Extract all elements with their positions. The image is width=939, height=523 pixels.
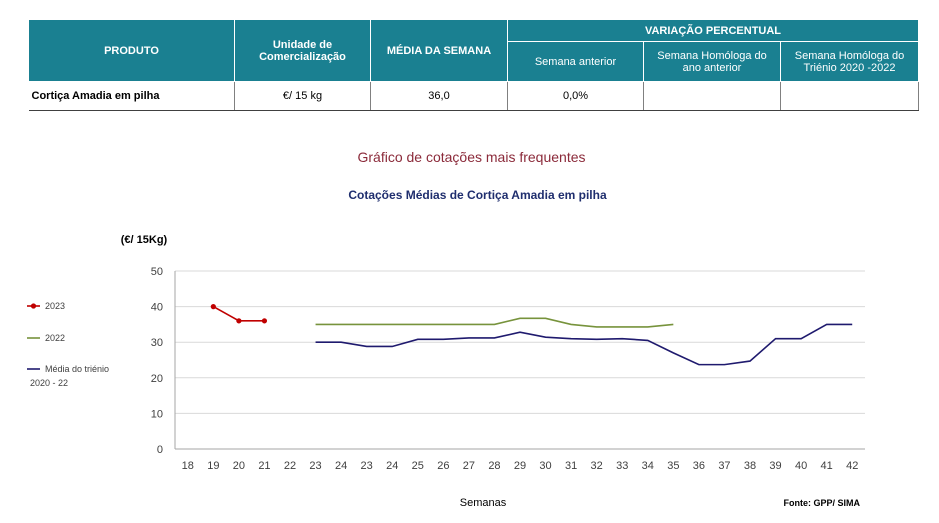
header-variacao-percentual: VARIAÇÃO PERCENTUAL: [507, 19, 919, 42]
cell-semana-homologa: [643, 81, 781, 111]
y-tick-label: 20: [151, 373, 163, 385]
price-summary-table: PRODUTO Unidade de Comercialização MÉDIA…: [28, 19, 919, 111]
x-tick-label: 23: [309, 460, 321, 472]
header-media-semana: MÉDIA DA SEMANA: [370, 19, 508, 82]
x-tick-label: 22: [284, 460, 296, 472]
cell-produto: Cortiça Amadia em pilha: [28, 81, 235, 111]
x-tick-label: 28: [488, 460, 500, 472]
x-tick-label: 36: [693, 460, 705, 472]
x-tick-label: 39: [769, 460, 781, 472]
y-tick-label: 30: [151, 337, 163, 349]
y-tick-label: 50: [151, 266, 163, 278]
x-tick-label: 34: [642, 460, 654, 472]
x-tick-label: 21: [258, 460, 270, 472]
y-axis-label: (€/ 15Kg): [121, 234, 168, 246]
x-tick-label: 41: [821, 460, 833, 472]
y-tick-label: 40: [151, 302, 163, 314]
data-point: [210, 304, 216, 310]
cell-semana-trienio: [780, 81, 919, 111]
cell-media: 36,0: [370, 81, 508, 111]
chart-title: Cotações Médias de Cortiça Amadia em pil…: [348, 188, 607, 202]
x-tick-label: 42: [846, 460, 858, 472]
legend-label: 2022: [45, 333, 65, 343]
x-tick-label: 23: [361, 460, 373, 472]
x-tick-label: 31: [565, 460, 577, 472]
x-tick-label: 24: [335, 460, 347, 472]
source-note: Fonte: GPP/ SIMA: [784, 498, 861, 508]
cell-unidade: €/ 15 kg: [234, 81, 371, 111]
y-tick-label: 10: [151, 408, 163, 420]
x-tick-label: 18: [182, 460, 194, 472]
x-tick-label: 32: [591, 460, 603, 472]
chart-axes: 0 10 20 30 40 50 18 19 20 21 22 23 24 23 24 25 26 27 28 29 3…: [151, 266, 865, 472]
section-title: Gráfico de cotações mais frequentes: [357, 149, 586, 165]
x-tick-label: 19: [207, 460, 219, 472]
series: [315, 317, 674, 328]
header-semana-homologa: Semana Homóloga do ano anterior: [643, 41, 781, 82]
x-axis-label: Semanas: [460, 497, 507, 509]
data-point: [261, 318, 268, 324]
legend-label: Média do triénio 2020 - 22: [30, 364, 109, 388]
header-semana-anterior: Semana anterior: [507, 41, 644, 82]
series: [315, 323, 853, 366]
x-tick-label: 30: [539, 460, 551, 472]
x-tick-label: 20: [233, 460, 245, 472]
x-tick-label: 25: [412, 460, 424, 472]
series-line: [315, 323, 853, 366]
x-tick-label: 26: [437, 460, 449, 472]
legend-marker: [30, 303, 37, 309]
chart-grid: [175, 270, 865, 414]
x-tick-label: 40: [795, 460, 807, 472]
series: [210, 304, 268, 324]
header-semana-trienio: Semana Homóloga do Triénio 2020 -2022: [780, 41, 919, 82]
series-line: [315, 317, 674, 328]
y-tick-label: 0: [157, 444, 163, 456]
x-tick-label: 35: [667, 460, 679, 472]
cell-semana-anterior: 0,0%: [507, 81, 644, 111]
data-point: [236, 318, 242, 324]
x-tick-label: 29: [514, 460, 526, 472]
header-produto: PRODUTO: [28, 19, 235, 82]
chart-series: [210, 304, 853, 366]
legend-label: 2023: [45, 301, 65, 311]
x-tick-label: 38: [744, 460, 756, 472]
x-tick-label: 27: [463, 460, 475, 472]
x-tick-label: 33: [616, 460, 628, 472]
x-tick-label: 37: [718, 460, 730, 472]
table-row: Cortiça Amadia em pilha €/ 15 kg 36,0 0,…: [28, 81, 919, 111]
chart-legend: 2023 2022 Média do triénio 2020 - 22: [27, 301, 109, 388]
x-tick-label: 24: [386, 460, 398, 472]
